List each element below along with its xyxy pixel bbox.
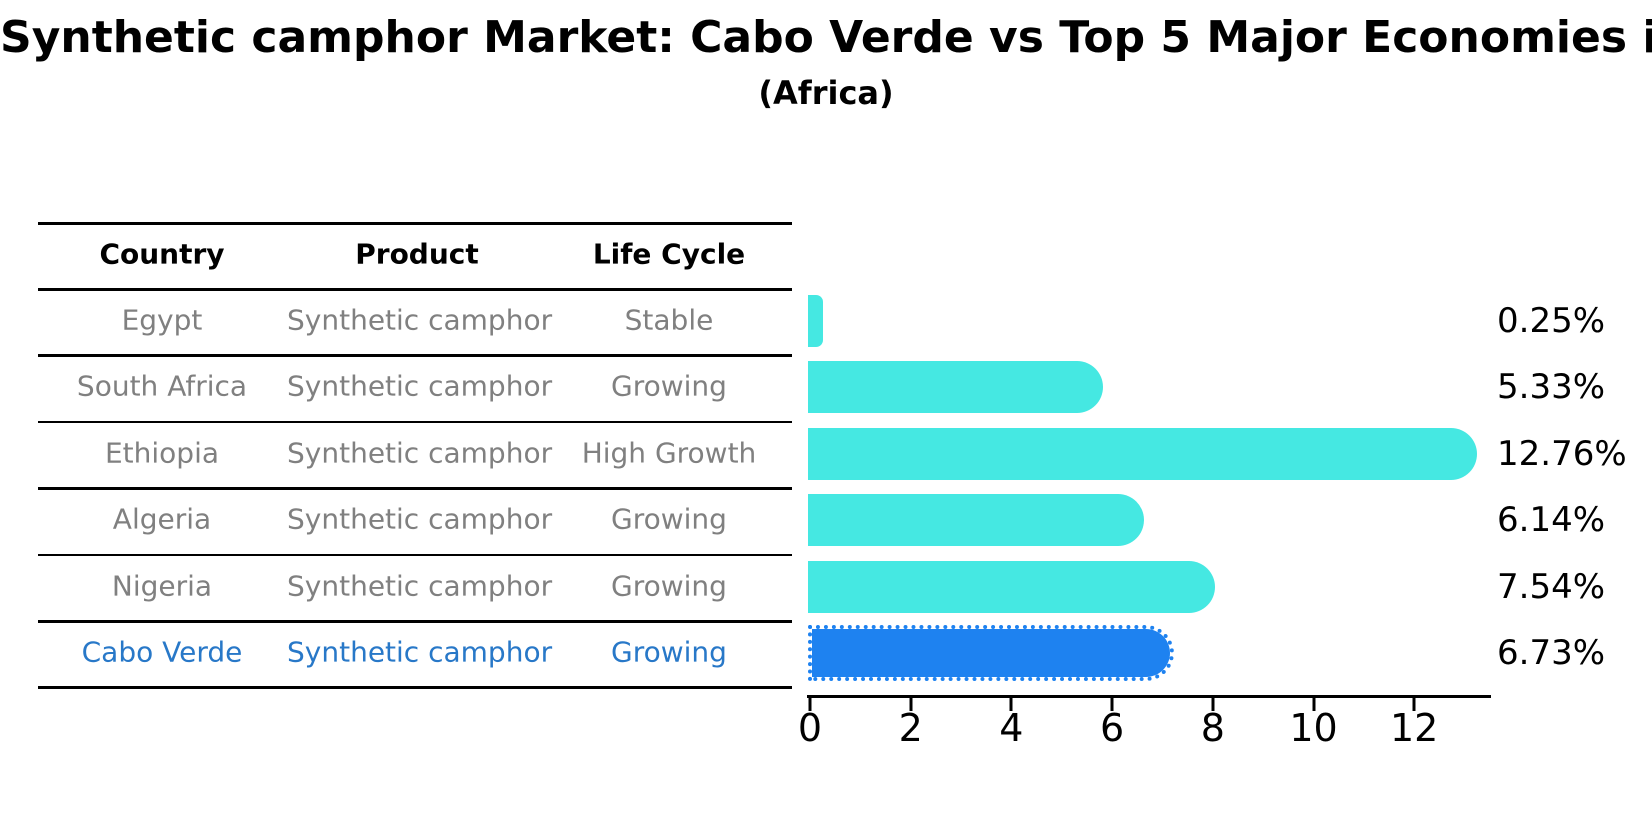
cell-life-cycle: High Growth: [581, 436, 757, 470]
cell-product: Synthetic camphor: [287, 369, 553, 403]
cell-life-cycle: Growing: [611, 369, 727, 403]
table-rule: [38, 487, 792, 490]
x-tick-label: 2: [898, 706, 923, 750]
cell-product: Synthetic camphor: [287, 303, 553, 337]
x-tick-mark: [1412, 698, 1416, 711]
value-label: 12.76%: [1497, 433, 1627, 474]
x-tick-mark: [808, 698, 812, 711]
value-label: 6.73%: [1497, 633, 1606, 673]
bar: [808, 361, 1104, 414]
cell-country: Ethiopia: [104, 436, 220, 470]
cell-country: Nigeria: [111, 569, 213, 603]
x-tick-label: 12: [1390, 706, 1439, 750]
x-tick-label: 8: [1200, 706, 1225, 750]
value-label: 7.54%: [1497, 566, 1606, 607]
bar: [808, 494, 1145, 547]
value-label: 6.14%: [1497, 500, 1606, 541]
cell-product: Synthetic camphor: [287, 569, 553, 603]
chart-subtitle: (Africa): [758, 74, 894, 112]
x-tick-label: 6: [1100, 706, 1125, 750]
table-rule: [38, 620, 792, 623]
table-rule: [38, 222, 792, 225]
cell-country: Cabo Verde: [81, 635, 243, 669]
bar-cabo-verde: [808, 625, 1174, 681]
x-tick-label: 10: [1289, 706, 1338, 750]
x-tick-label: 4: [999, 706, 1024, 750]
table-header-life-cycle: Life Cycle: [592, 237, 746, 271]
cell-product: Synthetic camphor: [287, 635, 553, 669]
chart-title: Synthetic camphor Market: Cabo Verde vs …: [0, 12, 1652, 63]
x-tick-mark: [909, 698, 913, 711]
table-rule: [38, 354, 792, 357]
cell-life-cycle: Stable: [624, 303, 714, 337]
cell-country: Egypt: [121, 303, 203, 337]
cell-life-cycle: Growing: [611, 569, 727, 603]
cell-life-cycle: Growing: [611, 502, 727, 536]
x-tick-mark: [1110, 698, 1114, 711]
cell-product: Synthetic camphor: [287, 436, 553, 470]
table-rule: [38, 288, 792, 291]
table-rule: [38, 553, 792, 557]
table-header-country: Country: [99, 237, 225, 271]
table-header-product: Product: [355, 237, 479, 271]
bar: [808, 295, 823, 347]
value-label: 0.25%: [1497, 301, 1606, 341]
table-rule: [38, 686, 792, 689]
x-tick-mark: [1009, 698, 1013, 711]
cell-life-cycle: Growing: [611, 635, 727, 669]
bar: [808, 560, 1215, 613]
x-tick-mark: [1312, 698, 1315, 711]
table-rule: [38, 420, 792, 424]
bar: [808, 427, 1478, 480]
cell-country: Algeria: [112, 502, 212, 536]
x-tick-label: 0: [797, 706, 823, 750]
value-label: 5.33%: [1497, 367, 1606, 408]
cell-country: South Africa: [76, 369, 248, 403]
x-axis-line: [807, 695, 1491, 698]
cell-product: Synthetic camphor: [287, 502, 553, 536]
x-tick-mark: [1211, 698, 1215, 711]
